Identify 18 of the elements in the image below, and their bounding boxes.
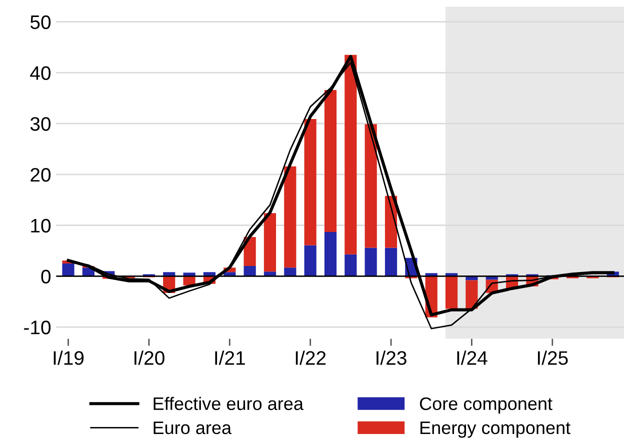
y-tick-label: 10 [31,218,51,233]
legend-label: Energy component [420,422,570,438]
x-tick-label: I/19 [54,350,84,365]
x-tick-label: I/22 [296,350,326,365]
y-tick-label: -10 [24,320,51,334]
legend-label: Effective euro area [154,396,304,410]
x-tick-label: I/23 [376,350,406,365]
legend-label: Euro area [154,422,232,434]
x-tick-label: I/20 [134,350,164,365]
x-tick-label: I/25 [538,350,568,365]
y-tick-label: 0 [41,270,51,284]
y-tick-label: 50 [30,15,51,30]
y-tick-label: 20 [30,168,51,182]
y-tick-label: 30 [30,117,51,131]
x-tick-label: I/21 [215,350,245,365]
legend-label: Core component [420,397,552,414]
y-tick-label: 40 [30,66,51,80]
x-tick-label: I/24 [457,350,488,365]
